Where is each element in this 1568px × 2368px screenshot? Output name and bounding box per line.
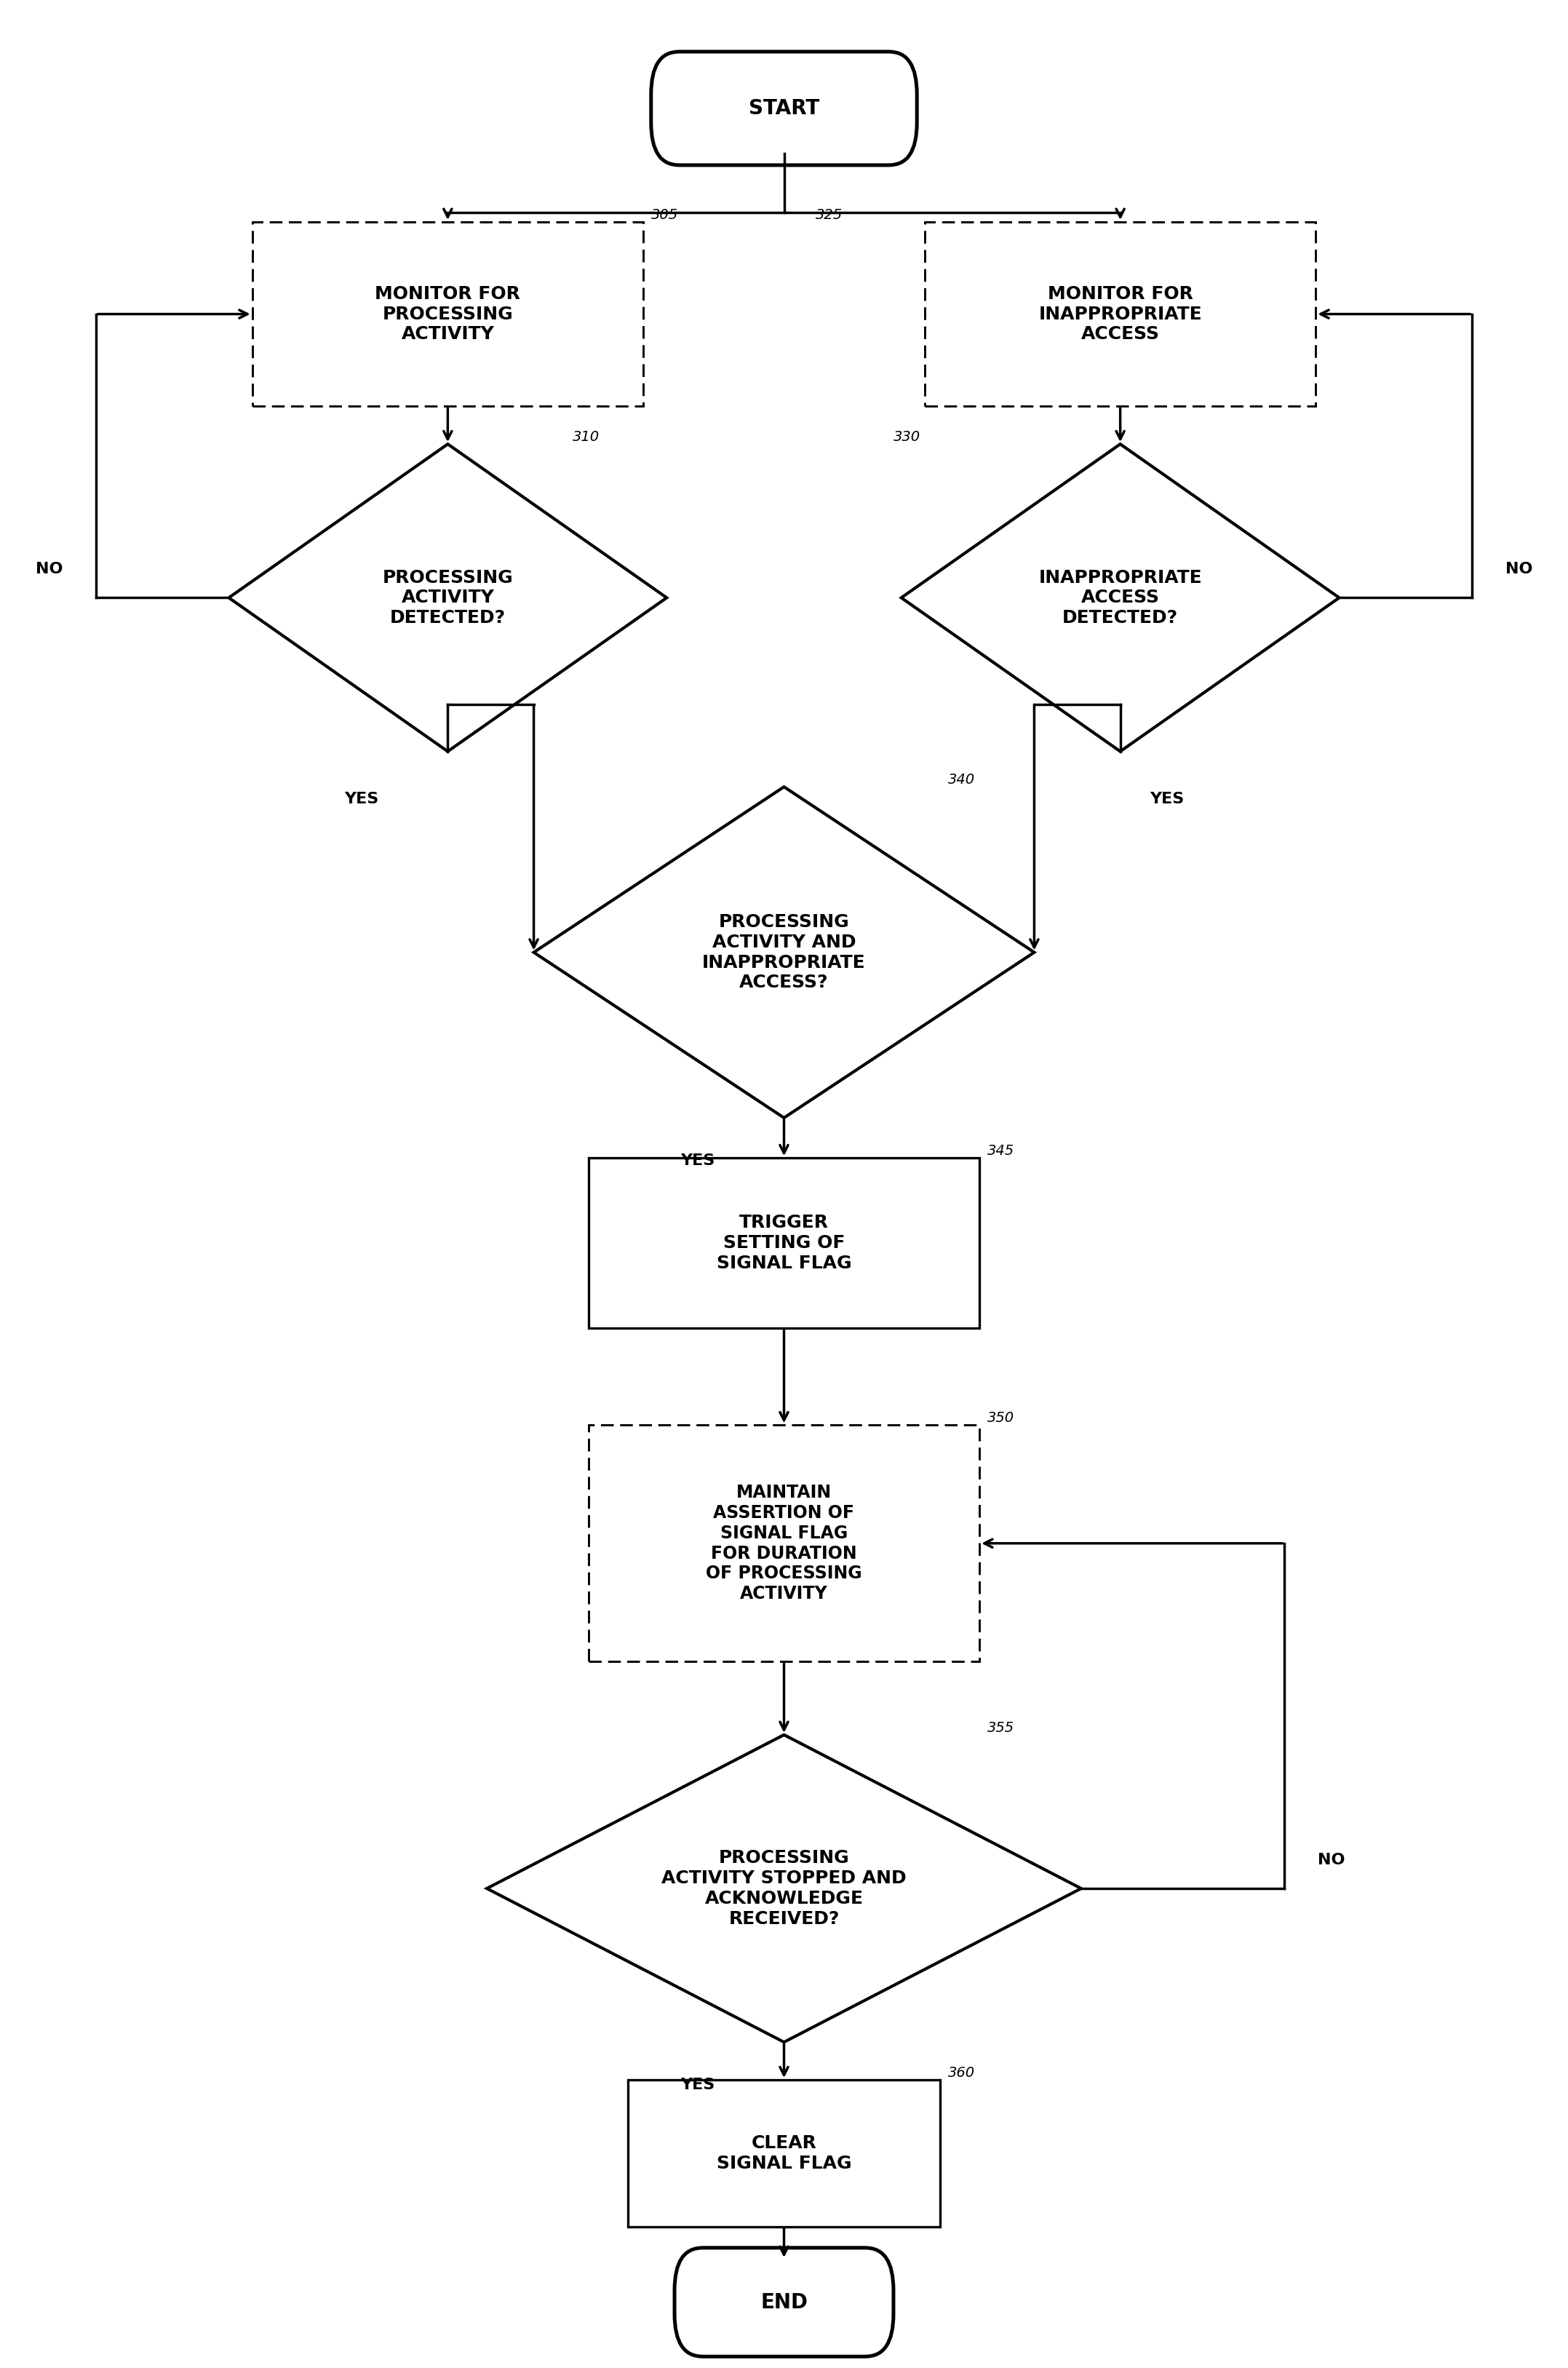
Text: NO: NO bbox=[1317, 1852, 1345, 1868]
Text: 350: 350 bbox=[988, 1411, 1014, 1426]
Text: PROCESSING
ACTIVITY
DETECTED?: PROCESSING ACTIVITY DETECTED? bbox=[383, 568, 513, 628]
Bar bbox=[588, 1426, 980, 1662]
Bar bbox=[925, 223, 1316, 407]
Text: YES: YES bbox=[345, 791, 379, 805]
Text: YES: YES bbox=[681, 2077, 715, 2091]
Text: MAINTAIN
ASSERTION OF
SIGNAL FLAG
FOR DURATION
OF PROCESSING
ACTIVITY: MAINTAIN ASSERTION OF SIGNAL FLAG FOR DU… bbox=[706, 1485, 862, 1603]
Text: 305: 305 bbox=[651, 208, 677, 223]
Text: NO: NO bbox=[36, 561, 63, 578]
Text: CLEAR
SIGNAL FLAG: CLEAR SIGNAL FLAG bbox=[717, 2134, 851, 2171]
Text: 330: 330 bbox=[894, 431, 920, 445]
Text: 310: 310 bbox=[572, 431, 601, 445]
Text: 340: 340 bbox=[949, 772, 975, 786]
Text: NO: NO bbox=[1505, 561, 1532, 578]
Bar bbox=[627, 2079, 941, 2226]
FancyBboxPatch shape bbox=[674, 2247, 894, 2356]
Text: 360: 360 bbox=[949, 2067, 975, 2079]
Text: INAPPROPRIATE
ACCESS
DETECTED?: INAPPROPRIATE ACCESS DETECTED? bbox=[1038, 568, 1203, 628]
Polygon shape bbox=[486, 1736, 1082, 2041]
Polygon shape bbox=[902, 445, 1339, 751]
Text: MONITOR FOR
INAPPROPRIATE
ACCESS: MONITOR FOR INAPPROPRIATE ACCESS bbox=[1038, 284, 1203, 343]
Bar bbox=[588, 1158, 980, 1328]
Polygon shape bbox=[533, 786, 1035, 1118]
Text: PROCESSING
ACTIVITY AND
INAPPROPRIATE
ACCESS?: PROCESSING ACTIVITY AND INAPPROPRIATE AC… bbox=[702, 914, 866, 992]
Text: 345: 345 bbox=[988, 1144, 1014, 1158]
Text: MONITOR FOR
PROCESSING
ACTIVITY: MONITOR FOR PROCESSING ACTIVITY bbox=[375, 284, 521, 343]
Text: TRIGGER
SETTING OF
SIGNAL FLAG: TRIGGER SETTING OF SIGNAL FLAG bbox=[717, 1215, 851, 1272]
Text: YES: YES bbox=[681, 1153, 715, 1167]
Text: PROCESSING
ACTIVITY STOPPED AND
ACKNOWLEDGE
RECEIVED?: PROCESSING ACTIVITY STOPPED AND ACKNOWLE… bbox=[662, 1849, 906, 1928]
FancyBboxPatch shape bbox=[651, 52, 917, 166]
Polygon shape bbox=[229, 445, 666, 751]
Text: END: END bbox=[760, 2292, 808, 2311]
Text: 325: 325 bbox=[815, 208, 842, 223]
Text: START: START bbox=[748, 97, 820, 118]
Bar bbox=[252, 223, 643, 407]
Text: YES: YES bbox=[1149, 791, 1184, 805]
Text: 355: 355 bbox=[988, 1722, 1014, 1736]
